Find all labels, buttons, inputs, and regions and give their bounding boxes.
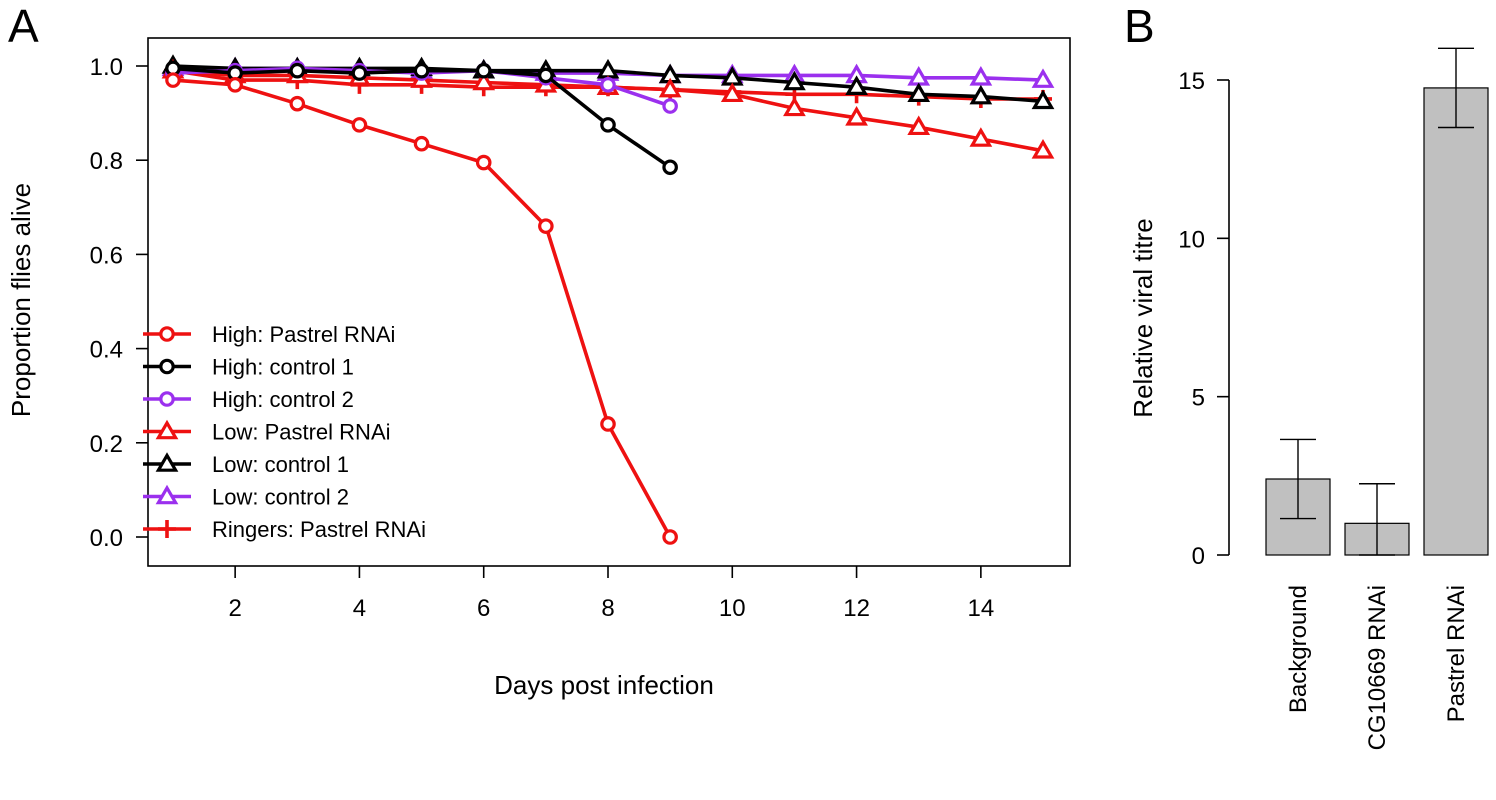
legend-item: Low: Pastrel RNAi <box>143 420 391 445</box>
bar-cg10669-rnai <box>1344 483 1410 556</box>
x-tick-label: 2 <box>228 595 241 622</box>
y-tick-label: 5 <box>1192 385 1205 412</box>
legend-marker <box>159 391 175 407</box>
y-tick-label: 0.2 <box>90 431 123 458</box>
bar-rect <box>1423 87 1489 556</box>
bar-pastrel-rnai <box>1423 47 1489 556</box>
y-axis: 0.0 0.2 0.4 0.6 0.8 1.0 <box>90 54 148 552</box>
data-point <box>351 65 368 81</box>
legend-marker <box>159 326 175 342</box>
data-point <box>227 77 243 93</box>
y-axis-title: Relative viral titre <box>1128 218 1158 417</box>
data-point <box>720 82 744 103</box>
panel-b-viral-titre-chart: B 0 5 10 15 Relative viral titre Background… <box>1124 0 1489 750</box>
data-point <box>662 529 678 545</box>
x-category-labels: Background CG10669 RNAi Pastrel RNAi <box>1285 585 1470 750</box>
data-point <box>475 154 492 171</box>
legend-label: High: Pastrel RNAi <box>212 322 395 347</box>
data-point <box>658 77 682 98</box>
legend-item: High: Pastrel RNAi <box>143 322 395 347</box>
bars-layer <box>1265 47 1489 556</box>
legend-marker <box>155 419 179 440</box>
plot-area-frame <box>147 37 1071 567</box>
data-point <box>720 65 744 86</box>
legend-label: High: control 2 <box>212 387 354 412</box>
y-tick-label: 1.0 <box>90 54 123 81</box>
series-high-pastrel-rnai <box>165 72 678 545</box>
y-tick-label: 0 <box>1192 543 1205 570</box>
x-tick-label: 8 <box>601 595 614 622</box>
data-point <box>969 127 993 147</box>
panel-a-label: A <box>8 0 39 52</box>
legend-label: Low: control 1 <box>212 452 349 477</box>
y-tick-label: 15 <box>1178 68 1205 95</box>
data-point <box>596 58 620 79</box>
x-axis: 2 4 6 8 10 12 14 <box>228 566 994 622</box>
legend-label: High: control 1 <box>212 355 354 380</box>
data-point <box>600 416 616 432</box>
x-tick-label: 4 <box>353 595 366 622</box>
data-point <box>845 106 868 126</box>
y-tick-label: 0.0 <box>90 525 123 552</box>
data-point <box>969 84 993 105</box>
legend-marker <box>159 358 175 375</box>
category-label: Pastrel RNAi <box>1443 585 1470 722</box>
legend-marker <box>155 452 179 472</box>
data-point <box>472 70 496 91</box>
y-axis-title: Proportion flies alive <box>6 183 36 417</box>
legend-item: Low: control 1 <box>143 452 349 477</box>
x-tick-label: 12 <box>843 595 870 622</box>
series-layer <box>161 54 1055 545</box>
legend-label: Low: control 2 <box>212 485 349 510</box>
data-point <box>165 72 181 88</box>
legend-label: Ringers: Pastrel RNAi <box>212 517 426 542</box>
data-point <box>538 67 554 84</box>
y-tick-label: 0.6 <box>90 242 123 269</box>
legend-label: Low: Pastrel RNAi <box>212 420 391 445</box>
data-point <box>413 135 430 152</box>
data-point <box>662 98 678 114</box>
data-point <box>783 96 806 117</box>
data-point <box>1031 138 1055 159</box>
x-axis-title: Days post infection <box>494 670 714 700</box>
legend-item: High: control 1 <box>143 355 354 380</box>
y-tick-label: 0.8 <box>90 148 123 175</box>
bar-background <box>1265 438 1331 556</box>
legend-marker <box>158 520 176 538</box>
y-tick-label: 0.4 <box>90 337 123 364</box>
y-tick-label: 10 <box>1178 226 1205 253</box>
data-point <box>845 75 868 95</box>
data-point <box>600 77 616 93</box>
y-axis: 0 5 10 15 <box>1178 68 1230 570</box>
data-point <box>969 65 993 86</box>
data-point <box>538 218 554 234</box>
panel-b-label: B <box>1124 0 1155 52</box>
data-point <box>1031 89 1055 110</box>
data-point <box>413 62 430 79</box>
data-point <box>600 117 616 133</box>
legend-item: High: control 2 <box>143 387 354 412</box>
category-label: CG10669 RNAi <box>1364 585 1391 750</box>
legend: High: Pastrel RNAi High: control 1 High: c… <box>143 322 426 542</box>
data-point <box>907 115 931 136</box>
data-point <box>1031 68 1055 88</box>
data-point <box>907 65 931 86</box>
data-point <box>475 62 492 79</box>
legend-item: Low: control 2 <box>143 485 349 510</box>
panel-a-survival-chart: A 2 4 6 8 10 12 14 0.0 0.2 0.4 0.6 0.8 1.0 Days pos… <box>6 0 1071 700</box>
x-tick-label: 10 <box>719 595 746 622</box>
legend-item: Ringers: Pastrel RNAi <box>143 517 426 542</box>
data-point <box>907 82 931 103</box>
series-high-control-1 <box>165 60 678 176</box>
legend-marker <box>155 484 179 505</box>
data-point <box>351 117 368 133</box>
data-point <box>783 70 806 91</box>
x-tick-label: 14 <box>968 595 995 622</box>
data-point <box>289 62 306 79</box>
data-point <box>662 159 678 176</box>
category-label: Background <box>1285 585 1312 713</box>
x-tick-label: 6 <box>477 595 490 622</box>
data-point <box>289 95 306 112</box>
